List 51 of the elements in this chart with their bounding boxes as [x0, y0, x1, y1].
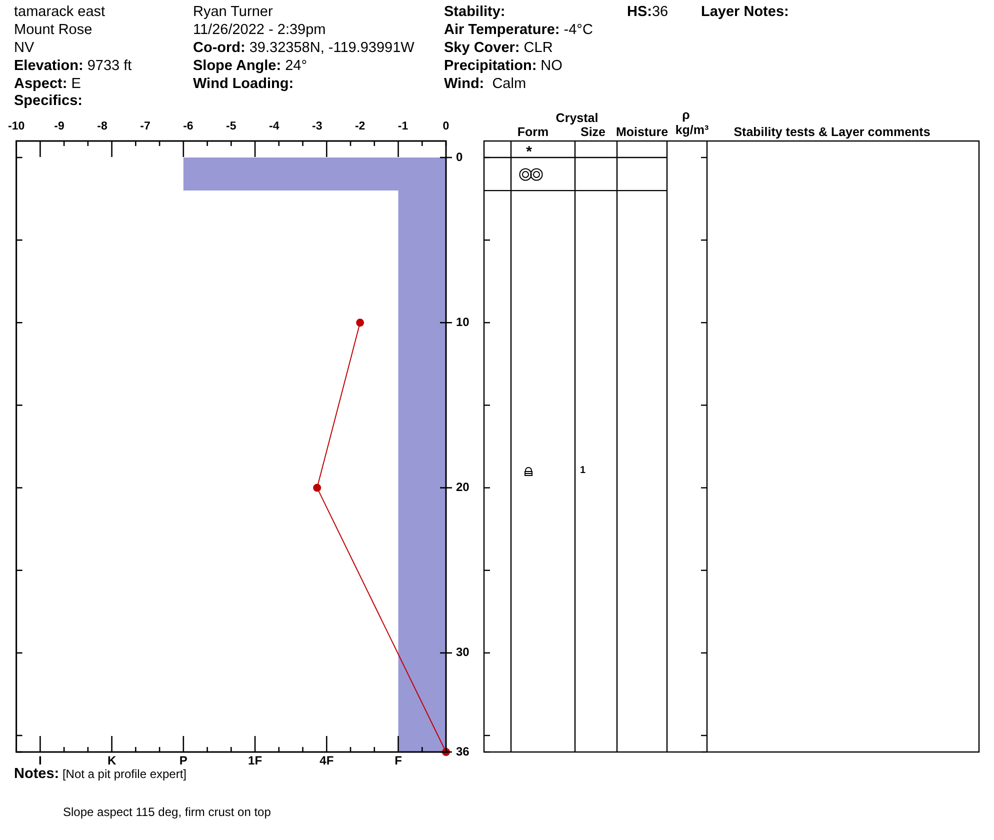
text: Specifics: [14, 93, 82, 109]
y-tick-label: 36 [456, 744, 470, 758]
text: NV [14, 40, 34, 56]
text: Ryan Turner [193, 4, 273, 20]
x2-tick-label: -8 [97, 120, 108, 132]
text: Notes: [Not a pit profile expert] [14, 766, 187, 782]
x2-tick-label: 0 [442, 120, 450, 132]
text: Sky Cover: CLR [444, 40, 553, 56]
text: Wind Loading: [193, 76, 294, 92]
text: 11/26/2022 - 2:39pm [193, 22, 326, 38]
x-tick-label: 1F [248, 754, 262, 768]
x-tick-label: 4F [320, 754, 334, 768]
x-tick-label: K [107, 754, 116, 768]
x2-tick-label: -5 [226, 120, 237, 132]
text: HS:36 [627, 4, 668, 20]
text: * [526, 144, 532, 161]
text: Mount Rose [14, 22, 92, 38]
x2-tick-label: -9 [54, 120, 64, 132]
text: Slope Angle: 24° [193, 58, 308, 74]
x2-tick-label: -6 [183, 120, 194, 132]
x2-tick-label: -1 [398, 120, 409, 132]
chart-title: tamarack east [14, 4, 106, 20]
x-tick-label: F [394, 754, 402, 768]
x2-tick-label: -10 [8, 120, 25, 132]
text: Elevation: 9733 ft [14, 58, 132, 74]
text: Layer Notes: [701, 4, 789, 20]
text: ρ [682, 108, 690, 122]
text: Wind: Calm [444, 76, 526, 92]
text: Form [517, 124, 549, 139]
text: Moisture [616, 124, 668, 139]
text: Stability tests & Layer comments [734, 124, 930, 139]
text: kg/m³ [675, 122, 709, 137]
text: Size [580, 124, 606, 139]
x2-tick-label: -3 [312, 120, 322, 132]
text: Stability: [444, 4, 506, 20]
x2-tick-label: -7 [140, 120, 150, 132]
x2-tick-label: -4 [269, 120, 280, 132]
text: Air Temperature: -4°C [444, 22, 593, 38]
y-tick-label: 10 [456, 314, 470, 329]
text: Slope aspect 115 deg, firm crust on top [63, 805, 271, 819]
x2-tick-label: -2 [354, 120, 366, 132]
text: Aspect: E [14, 76, 81, 92]
y-tick-label: 20 [456, 480, 470, 494]
x-tick-label: I [38, 754, 42, 768]
text: Co-ord: 39.32358N, -119.93991W [193, 40, 414, 56]
text: 1 [580, 465, 586, 476]
x-tick-label: P [179, 754, 188, 768]
text: Precipitation: NO [444, 58, 562, 74]
y-tick-label: 0 [456, 150, 463, 164]
text: Crystal [556, 110, 598, 125]
y-tick-label: 30 [456, 645, 470, 660]
